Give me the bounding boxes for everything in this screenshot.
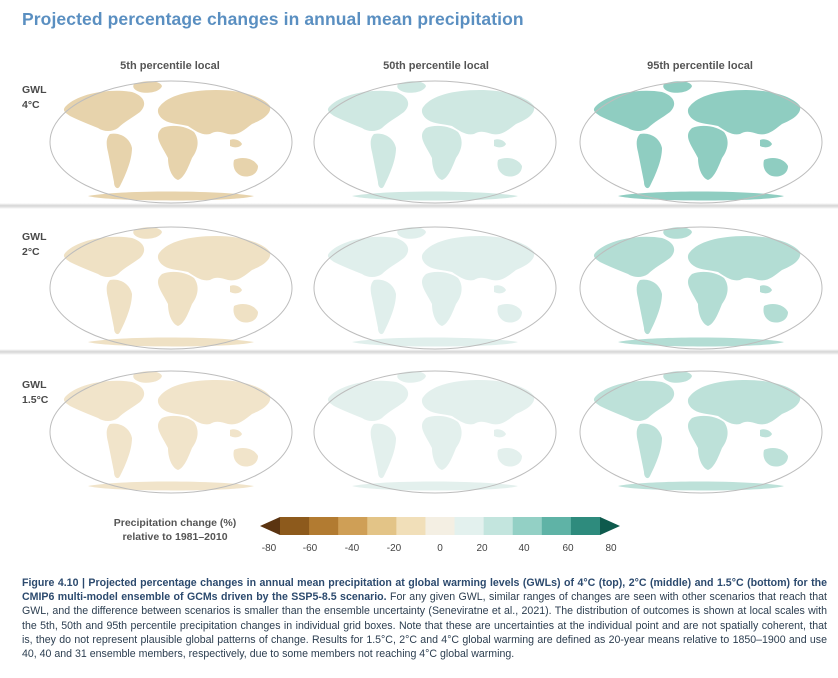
map-1-5c-p95 <box>579 370 823 494</box>
map-1-5c-p5 <box>49 370 293 494</box>
legend-title-line2: relative to 1981–2010 <box>122 531 228 543</box>
legend-tick-minus60: -60 <box>302 543 318 554</box>
legend-tick-80: 80 <box>605 543 617 554</box>
legend-title: Precipitation change (%) relative to 198… <box>95 516 255 544</box>
legend-swatch <box>280 517 310 535</box>
row-label-1-5c: GWL 1.5°C <box>22 378 48 408</box>
legend-swatch <box>541 517 572 535</box>
legend-arrow-low <box>260 517 280 535</box>
row-label-4c-line1: GWL <box>22 84 47 96</box>
map-1-5c-p50 <box>313 370 557 494</box>
map-2c-p5 <box>49 226 293 350</box>
legend-swatch <box>396 517 426 535</box>
row-label-1-5c-line1: GWL <box>22 379 47 391</box>
legend-swatch <box>367 517 397 535</box>
legend-swatch <box>570 517 601 535</box>
figure-caption: Figure 4.10 | Projected percentage chang… <box>22 576 827 661</box>
map-4c-p5 <box>49 80 293 204</box>
legend-tick-0: 0 <box>437 543 443 554</box>
legend-tick-20: 20 <box>476 543 488 554</box>
legend-tick-minus40: -40 <box>344 543 360 554</box>
row-divider-1 <box>0 203 838 209</box>
column-header-95th: 95th percentile local <box>647 60 753 72</box>
legend-tick-40: 40 <box>518 543 530 554</box>
legend-title-line1: Precipitation change (%) <box>113 517 237 529</box>
row-label-2c: GWL 2°C <box>22 230 47 260</box>
legend-colorbar <box>260 517 620 535</box>
map-4c-p95 <box>579 80 823 204</box>
map-2c-p95 <box>579 226 823 350</box>
legend-swatch <box>483 517 514 535</box>
caption-body: For any given GWL, similar ranges of cha… <box>22 591 827 661</box>
caption-label: Figure 4.10 | <box>22 577 85 589</box>
row-label-2c-line1: GWL <box>22 231 47 243</box>
map-2c-p50 <box>313 226 557 350</box>
legend-arrow-high <box>600 517 620 535</box>
row-label-2c-line2: 2°C <box>22 246 40 258</box>
legend-tick-minus20: -20 <box>386 543 402 554</box>
legend-swatch <box>512 517 543 535</box>
row-label-4c-line2: 4°C <box>22 99 40 111</box>
row-label-4c: GWL 4°C <box>22 83 47 113</box>
row-label-1-5c-line2: 1.5°C <box>22 394 49 406</box>
map-4c-p50 <box>313 80 557 204</box>
legend-swatch <box>338 517 368 535</box>
column-header-50th: 50th percentile local <box>383 60 489 72</box>
row-divider-2 <box>0 349 838 355</box>
legend-swatch <box>309 517 339 535</box>
legend-swatch <box>454 517 485 535</box>
legend-tick-60: 60 <box>562 543 574 554</box>
legend-tick-minus80: -80 <box>261 543 277 554</box>
caption-bold-text: Projected percentage changes in annual m… <box>22 577 827 604</box>
column-header-5th: 5th percentile local <box>120 60 220 72</box>
legend-swatch <box>425 517 456 535</box>
figure-title: Projected percentage changes in annual m… <box>22 9 524 29</box>
